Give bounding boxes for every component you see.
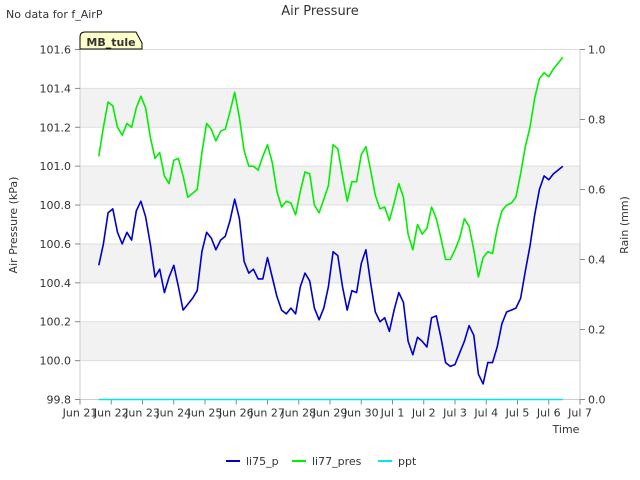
x-tick-label: Jul 5: [505, 407, 530, 420]
y-right-tick-label: 0.8: [588, 114, 606, 127]
x-tick-label: Jul 4: [473, 407, 498, 420]
legend-label: li77_pres: [312, 455, 362, 468]
y-right-tick-label: 0.4: [588, 254, 606, 267]
site-badge-label: MB_tule: [86, 36, 135, 49]
y-right-tick-label: 0.2: [588, 324, 606, 337]
plot-bands: [80, 88, 580, 361]
legend[interactable]: li75_p li77_pres ppt: [226, 455, 417, 468]
x-tick-label: Jun 29: [312, 407, 348, 420]
y-left-tick-label: 101.6: [40, 44, 72, 57]
y-left-axis-label: Air Pressure (kPa): [7, 177, 20, 274]
site-badge-box: [79, 31, 143, 50]
x-tick-label: Jul 6: [536, 407, 561, 420]
y-right-tick-label: 0.0: [588, 394, 606, 407]
y-right-axis-label: Rain (mm): [618, 196, 631, 254]
y-left-tick-label: 101.0: [40, 160, 72, 173]
chart-title: Air Pressure: [281, 4, 359, 19]
y-left-tick-label: 101.4: [40, 82, 72, 95]
y-right-ticks: 0.0 0.2 0.4 0.6 0.8 1.0: [580, 44, 606, 407]
y-right-tick-label: 1.0: [588, 44, 606, 57]
y-left-tick-label: 99.8: [47, 394, 72, 407]
x-tick-label: Jun 23: [124, 407, 160, 420]
site-badge: MB_tule: [79, 31, 143, 50]
x-tick-label: Jun 26: [218, 407, 254, 420]
x-tick-label: Jun 25: [187, 407, 223, 420]
x-tick-label: Jun 21: [62, 407, 98, 420]
x-tick-label: Jul 2: [411, 407, 436, 420]
legend-label: ppt: [398, 455, 417, 468]
x-tick-label: Jul 7: [567, 407, 592, 420]
y-right-tick-label: 0.6: [588, 184, 606, 197]
y-left-ticks: 99.8 100.0 100.2 100.4 100.6 100.8 101.0 101.2 1…: [40, 44, 80, 407]
x-tick-label: Jul 1: [380, 407, 405, 420]
legend-item-ppt[interactable]: ppt: [378, 455, 417, 468]
y-left-tick-label: 100.8: [40, 199, 72, 212]
corner-note: No data for f_AirP: [6, 8, 103, 21]
x-tick-label: Jul 3: [442, 407, 467, 420]
series-line-li77-pres: [98, 56, 564, 278]
legend-label: li75_p: [246, 455, 279, 468]
x-axis-label: Time: [552, 423, 580, 436]
y-left-tick-label: 101.2: [40, 121, 72, 134]
series-line-li75-p: [98, 165, 564, 385]
y-left-tick-label: 100.2: [40, 316, 72, 329]
x-tick-label: Jun 22: [93, 407, 129, 420]
plot-band: [80, 88, 580, 128]
legend-item-li75-p[interactable]: li75_p: [226, 455, 279, 468]
x-tick-label: Jun 30: [343, 407, 379, 420]
x-tick-label: Jun 24: [155, 407, 191, 420]
x-tick-label: Jun 27: [249, 407, 285, 420]
y-left-tick-label: 100.4: [40, 277, 72, 290]
legend-item-li77-pres[interactable]: li77_pres: [292, 455, 362, 468]
y-left-tick-label: 100.6: [40, 238, 72, 251]
series-lines: [98, 56, 564, 401]
y-left-tick-label: 100.0: [40, 355, 72, 368]
x-tick-label: Jun 28: [280, 407, 316, 420]
plot-band: [80, 321, 580, 361]
